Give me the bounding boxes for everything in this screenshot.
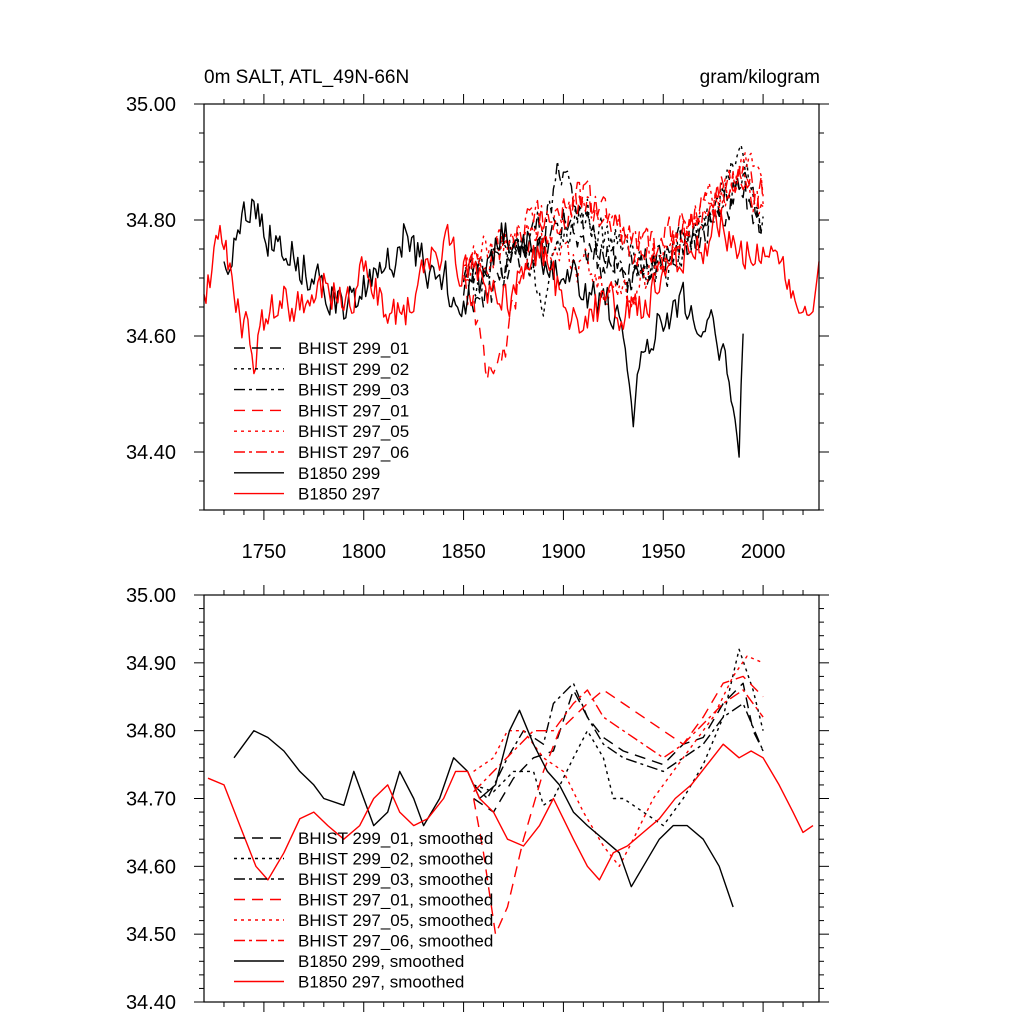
legend-label: BHIST 297_01, smoothed: [298, 891, 493, 910]
legend-item: B1850 297: [234, 485, 380, 504]
series-line: [473, 655, 764, 867]
legend-item: B1850 297, smoothed: [234, 973, 464, 992]
bottom-plot-frame: [203, 594, 820, 1003]
x-tick-label: 1800: [341, 541, 386, 563]
top-panel: 0m SALT, ATL_49N-66N gram/kilogram 34.40…: [126, 67, 829, 563]
legend-item: BHIST 299_01: [234, 339, 409, 358]
legend-label: BHIST 297_05, smoothed: [298, 911, 493, 930]
legend-item: BHIST 297_06: [234, 443, 409, 462]
y-tick-label: 34.50: [126, 924, 176, 946]
x-tick-label: 1850: [441, 541, 486, 563]
legend-item: BHIST 299_01, smoothed: [234, 829, 493, 848]
y-tick-label: 35.00: [126, 585, 176, 607]
bottom-legend: BHIST 299_01, smoothed BHIST 299_02, smoo…: [234, 829, 493, 992]
y-tick-label: 34.40: [126, 992, 176, 1014]
bottom-panel: 34.40 34.50 34.60 34.70 34.80 34.90 35.00 BHIS…: [126, 585, 829, 1014]
legend-item: BHIST 297_01: [234, 401, 409, 420]
top-y-tick-labels: 34.40 34.60 34.80 35.00: [126, 94, 176, 464]
x-tick-label: 2000: [741, 541, 786, 563]
x-tick-label: 1750: [242, 541, 287, 563]
bottom-ticks: [194, 585, 829, 1012]
legend-item: B1850 299: [234, 464, 380, 483]
y-tick-label: 34.80: [126, 210, 176, 232]
series-line: [207, 743, 814, 881]
legend-item: BHIST 297_05: [234, 422, 409, 441]
y-tick-label: 34.70: [126, 789, 176, 811]
top-ticks: [194, 94, 829, 520]
legend-item: BHIST 299_02, smoothed: [234, 850, 493, 869]
legend-item: B1850 299, smoothed: [234, 952, 464, 971]
legend-item: BHIST 297_05, smoothed: [234, 911, 493, 930]
top-title: 0m SALT, ATL_49N-66N: [204, 67, 409, 88]
legend-label: BHIST 299_01, smoothed: [298, 829, 493, 848]
y-tick-label: 35.00: [126, 94, 176, 116]
legend-item: BHIST 299_03, smoothed: [234, 870, 493, 889]
top-x-tick-labels: 1750 1800 1850 1900 1950 2000: [242, 541, 786, 563]
series-line: [462, 165, 764, 282]
legend-item: BHIST 299_02: [234, 360, 409, 379]
legend-label: BHIST 297_06, smoothed: [298, 932, 493, 951]
series-line: [203, 209, 820, 375]
legend-item: BHIST 297_01, smoothed: [234, 891, 493, 910]
legend-label: B1850 299, smoothed: [298, 952, 464, 971]
legend-label: BHIST 297_01: [298, 401, 409, 420]
series-line: [473, 682, 764, 800]
legend-label: BHIST 299_03, smoothed: [298, 870, 493, 889]
x-tick-label: 1900: [541, 541, 586, 563]
series-line: [473, 689, 764, 793]
bottom-series: [207, 648, 814, 935]
series-line: [473, 682, 764, 813]
series-line: [473, 648, 764, 827]
legend-label: BHIST 297_05: [298, 422, 409, 441]
legend-label: BHIST 297_06: [298, 443, 409, 462]
y-tick-label: 34.40: [126, 442, 176, 464]
y-tick-label: 34.60: [126, 856, 176, 878]
legend-label: B1850 297: [298, 485, 380, 504]
x-tick-label: 1950: [641, 541, 686, 563]
legend-label: BHIST 299_03: [298, 381, 409, 400]
series-line: [223, 198, 744, 458]
top-plot-frame: [203, 103, 820, 511]
top-units-label: gram/kilogram: [700, 67, 820, 88]
legend-label: B1850 297, smoothed: [298, 973, 464, 992]
top-series: [203, 144, 820, 458]
y-tick-label: 34.80: [126, 721, 176, 743]
legend-item: BHIST 297_06, smoothed: [234, 932, 493, 951]
bottom-y-tick-labels: 34.40 34.50 34.60 34.70 34.80 34.90 35.00: [126, 585, 176, 1014]
legend-label: BHIST 299_02: [298, 360, 409, 379]
y-tick-label: 34.60: [126, 326, 176, 348]
legend-label: BHIST 299_01: [298, 339, 409, 358]
legend-item: BHIST 299_03: [234, 381, 409, 400]
legend-label: BHIST 299_02, smoothed: [298, 850, 493, 869]
series-line: [472, 675, 764, 935]
legend-label: B1850 299: [298, 464, 380, 483]
y-tick-label: 34.90: [126, 653, 176, 675]
